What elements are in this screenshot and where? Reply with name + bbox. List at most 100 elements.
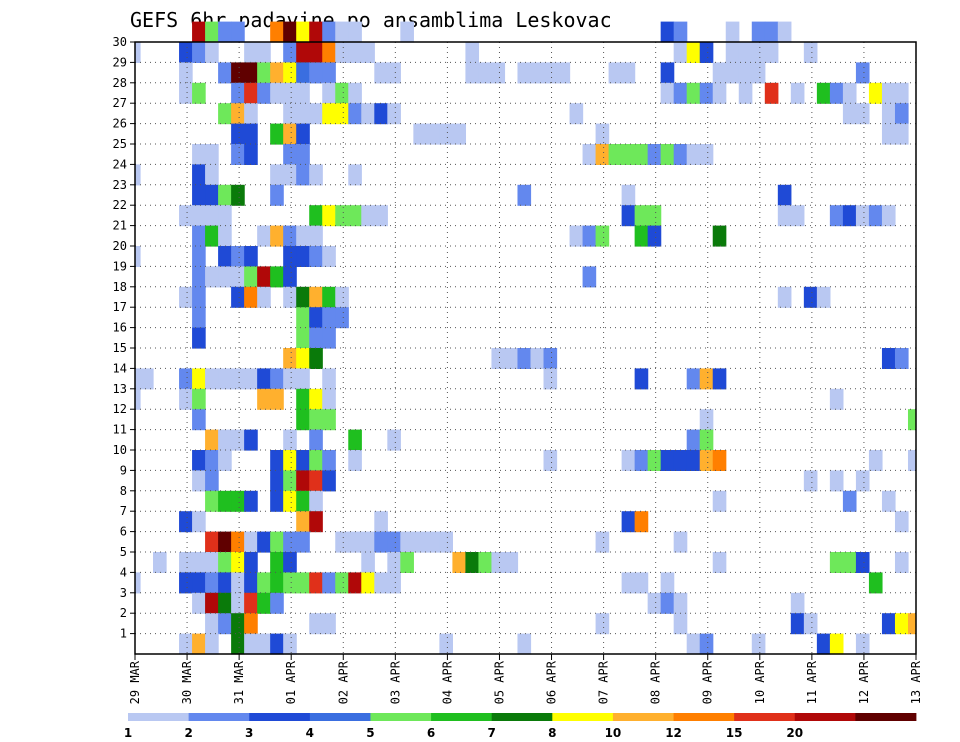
heatmap-cell [478,552,493,573]
heatmap-cell [699,42,714,63]
heatmap-cell [400,531,414,553]
heatmap-cell [179,511,193,533]
heatmap-cell [205,531,219,553]
heatmap-cell [179,388,193,410]
heatmap-cell [829,205,844,227]
colorbar-segment [128,713,190,721]
heatmap-cell [309,103,323,125]
heatmap-cell [283,144,297,165]
heatmap-cell [348,21,362,43]
x-tick-label: 30 MAR [180,660,194,704]
heatmap-cell [244,368,258,390]
heatmap-cell [135,164,141,186]
colorbar-segment [673,713,735,721]
heatmap-cell [309,246,323,267]
heatmap-cell [309,511,323,533]
heatmap-cell [517,633,532,655]
heatmap-cell [855,552,870,573]
x-tick-label: 07 APR [597,660,611,704]
heatmap-cell [348,164,362,186]
heatmap-cell [231,286,245,308]
heatmap-cell [491,552,506,573]
y-tick-label: 3 [120,586,127,600]
heatmap-cell [296,21,310,43]
heatmap-cell [712,62,727,84]
heatmap-cell [218,429,232,451]
heatmap-cell [309,307,323,329]
heatmap-cell [842,205,857,227]
heatmap-cell [257,572,271,594]
y-tick-label: 28 [113,76,127,90]
heatmap-cell [244,266,258,288]
heatmap-cell [257,633,271,655]
heatmap-cell [764,82,779,104]
heatmap-cell [374,205,388,227]
heatmap-cell [192,511,206,533]
heatmap-cell [712,225,727,247]
heatmap-cell [322,327,336,349]
heatmap-cell [270,368,284,390]
heatmap-cell [803,470,818,492]
heatmap-cell [309,286,323,308]
heatmap-cell [283,21,297,43]
heatmap-cell [296,144,310,165]
y-tick-label: 1 [120,627,127,641]
x-tick-label: 10 APR [753,660,767,704]
heatmap-cell [725,62,740,84]
heatmap-cell [309,388,323,410]
colorbar-segment [552,713,614,721]
heatmap-cell [270,164,284,186]
heatmap-cell [335,103,349,125]
colorbar: 1 2 3 4 5 6 7 8 10 12 15 20 [124,713,917,740]
heatmap-cell [842,490,857,512]
heatmap-cell [881,348,896,369]
heatmap-cell [699,429,714,451]
heatmap-cell [231,633,245,655]
heatmap-cell [205,572,219,594]
y-tick-label: 14 [113,361,127,375]
heatmap-cell [231,21,245,43]
colorbar-segment [612,713,674,721]
heatmap-cell [348,103,362,125]
heatmap-cell [595,225,610,247]
heatmap-cell [465,552,480,573]
heatmap-cell [135,42,141,63]
heatmap-cell [218,62,232,84]
heatmap-cell [361,205,375,227]
heatmap-cell [179,82,193,104]
heatmap-cell [660,144,675,165]
colorbar-segment [491,713,553,721]
x-tick-label: 31 MAR [232,660,246,704]
heatmap-cell [283,286,297,308]
heatmap-cell [244,531,258,553]
heatmap-cell [309,409,323,431]
heatmap-cell [257,531,271,553]
heatmap-cell [309,225,323,247]
heatmap-cell [283,266,297,288]
heatmap-cell [296,225,310,247]
heatmap-cell [322,470,336,492]
heatmap-cell [205,266,219,288]
heatmap-cell [842,552,857,573]
heatmap-cell [595,144,610,165]
heatmap-cell [192,144,206,165]
heatmap-cell [192,225,206,247]
heatmap-cell [894,552,909,573]
colorbar-segment [188,713,250,721]
heatmap-cell [777,286,792,308]
heatmap-cell [231,552,245,573]
heatmap-cell [881,490,896,512]
heatmap-cell [218,103,232,125]
heatmap-cell [283,572,297,594]
heatmap-cell [205,592,219,614]
heatmap-cell [309,429,323,451]
colorbar-label: 10 [605,726,622,740]
heatmap-cell [205,613,219,635]
colorbar-segment [794,713,856,721]
heatmap-cell [738,82,753,104]
heatmap-cell [283,552,297,573]
heatmap-cell [790,592,805,614]
heatmap-cell [192,246,206,267]
heatmap-cell [231,613,245,635]
